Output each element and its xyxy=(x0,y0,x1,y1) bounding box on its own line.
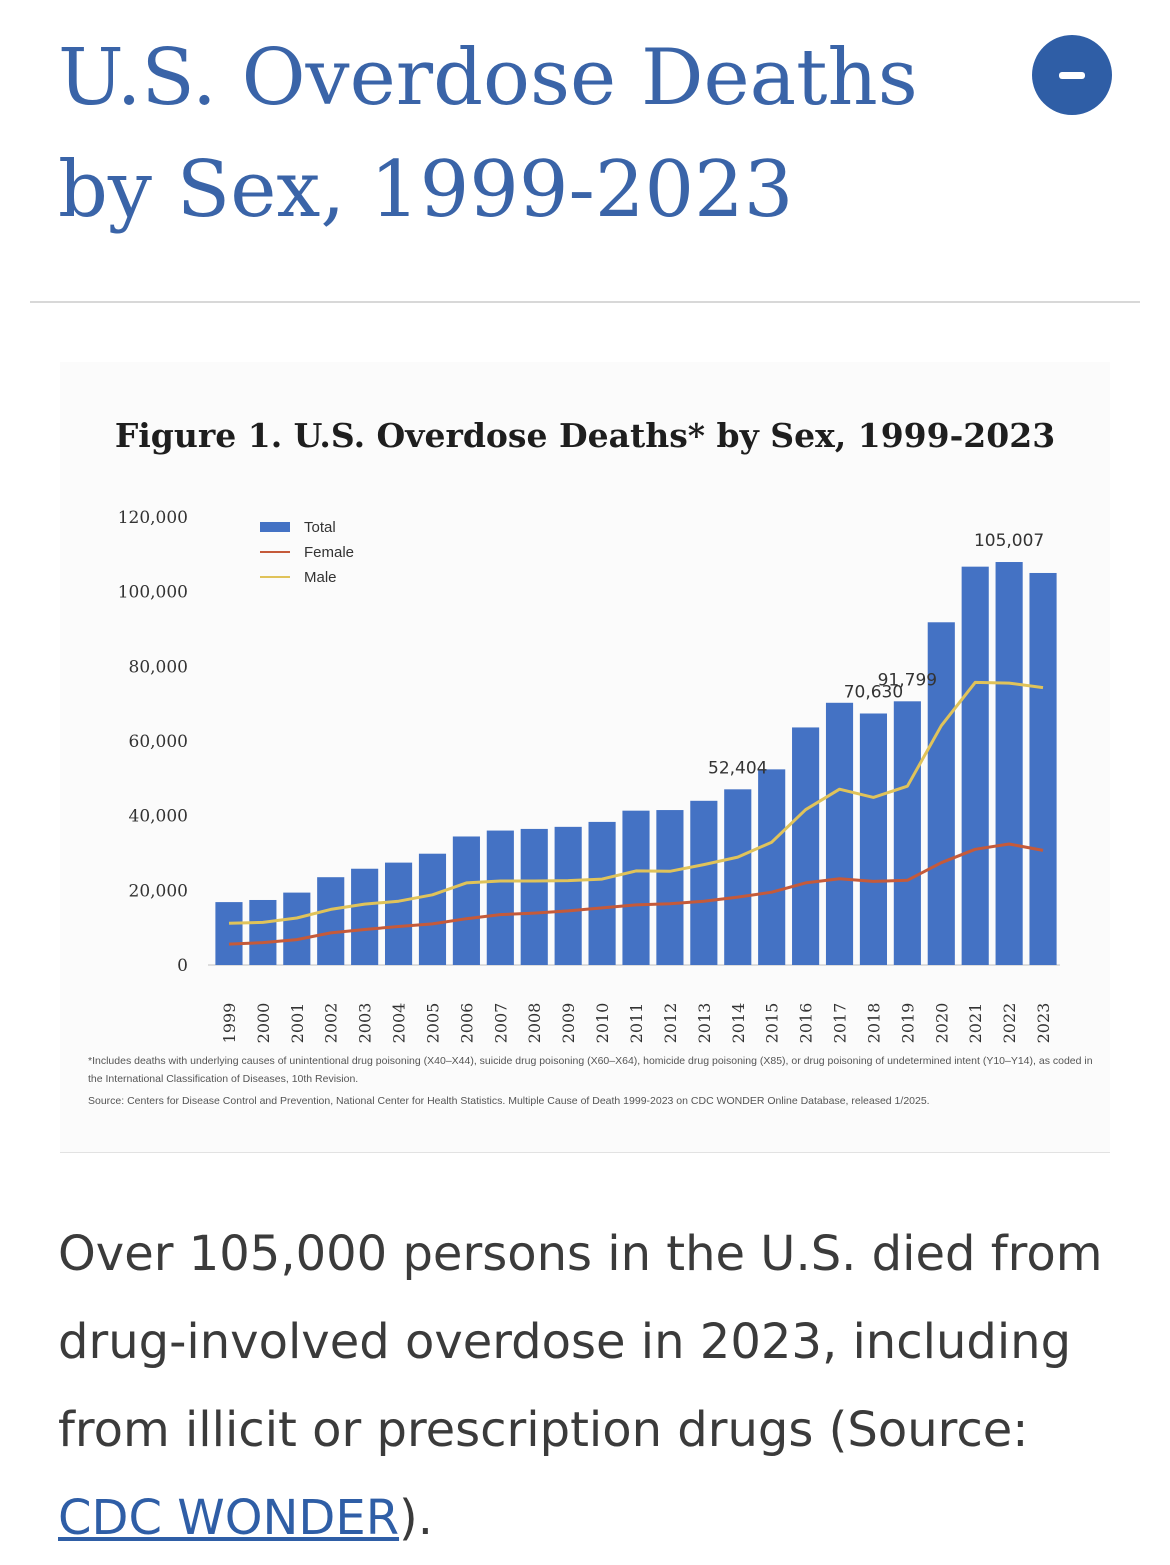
y-tick-label: 20,000 xyxy=(129,881,188,901)
bar-total-2015 xyxy=(758,769,786,965)
page-title: U.S. Overdose Deaths by Sex, 1999-2023 xyxy=(58,22,1018,246)
x-tick-label: 2023 xyxy=(1034,1003,1053,1044)
legend-label-total: Total xyxy=(304,519,336,536)
bar-total-2020 xyxy=(927,622,955,965)
x-tick-label: 2020 xyxy=(932,1003,951,1044)
x-tick-label: 2021 xyxy=(966,1003,985,1044)
bar-total-2022 xyxy=(995,562,1023,965)
bar-total-2008 xyxy=(520,828,548,965)
page-title-line2: by Sex, 1999-2023 xyxy=(58,145,794,235)
y-tick-label: 40,000 xyxy=(129,807,188,827)
bar-total-2004 xyxy=(384,862,413,965)
bar-total-2021 xyxy=(961,566,989,965)
bar-total-2011 xyxy=(622,810,650,965)
y-tick-label: 0 xyxy=(177,956,188,976)
legend-label-female: Female xyxy=(304,544,354,561)
figure-card: 0 20,000 40,000 60,000 80,000 100,000 120,000 1… xyxy=(60,362,1110,1152)
x-tick-label: 2018 xyxy=(864,1003,883,1044)
bar-total-2003 xyxy=(351,868,379,965)
bar-total-2017 xyxy=(825,702,854,965)
bar-total-2016 xyxy=(792,727,820,965)
page-title-line1: U.S. Overdose Deaths xyxy=(58,33,918,123)
line-male xyxy=(228,680,1044,925)
x-tick-label: 2017 xyxy=(831,1003,850,1044)
x-tick-label: 2019 xyxy=(898,1003,917,1044)
y-tick-label: 80,000 xyxy=(129,657,188,677)
body-paragraph: Over 105,000 persons in the U.S. died fr… xyxy=(58,1210,1118,1562)
bar-total-1999 xyxy=(215,902,243,965)
x-tick-label: 2014 xyxy=(729,1003,748,1044)
figure-title: Figure 1. U.S. Overdose Deaths* by Sex, … xyxy=(114,416,1056,455)
data-label: 70,630 xyxy=(844,682,903,702)
x-tick-label: 2002 xyxy=(322,1003,341,1044)
legend-label-male: Male xyxy=(304,569,337,586)
bar-total-2005 xyxy=(418,853,447,965)
bar-total-2014 xyxy=(724,789,752,965)
bar-total-2019 xyxy=(893,701,921,965)
bar-total-2023 xyxy=(1029,572,1057,965)
bar-total-2018 xyxy=(859,713,888,965)
bar-total-2013 xyxy=(690,800,718,965)
x-tick-label: 2006 xyxy=(457,1003,476,1044)
bar-total-2007 xyxy=(486,830,514,965)
x-tick-label: 2013 xyxy=(695,1003,714,1044)
figure-source: Source: Centers for Disease Control and … xyxy=(88,1095,930,1107)
x-tick-label: 2001 xyxy=(288,1003,307,1044)
x-tick-label: 2007 xyxy=(491,1003,510,1044)
collapse-button[interactable] xyxy=(1032,35,1112,115)
x-tick-label: 2000 xyxy=(254,1003,273,1044)
minus-circle-icon xyxy=(1059,72,1085,79)
bar-total-2012 xyxy=(656,810,684,965)
figure-notes: *Includes deaths with underlying causes … xyxy=(88,1052,1098,1114)
x-tick-label: 2015 xyxy=(763,1003,782,1044)
x-tick-label: 2022 xyxy=(1000,1003,1019,1044)
x-tick-label: 1999 xyxy=(220,1003,239,1044)
overdose-chart: 0 20,000 40,000 60,000 80,000 100,000 120,000 1… xyxy=(118,508,1060,1044)
legend-swatch-total xyxy=(260,522,290,532)
figure-footnote: *Includes deaths with underlying causes … xyxy=(88,1055,1093,1085)
y-tick-label: 60,000 xyxy=(129,732,188,752)
x-tick-label: 2016 xyxy=(797,1003,816,1044)
bar-total-2001 xyxy=(283,892,311,965)
x-tick-label: 2008 xyxy=(525,1003,544,1044)
x-tick-label: 2011 xyxy=(627,1003,646,1044)
x-tick-label: 2003 xyxy=(356,1003,375,1044)
bar-total-2010 xyxy=(588,821,616,965)
data-label: 52,404 xyxy=(708,758,767,778)
bar-total-2006 xyxy=(452,836,480,965)
section-divider xyxy=(30,301,1140,303)
x-tick-label: 2010 xyxy=(593,1003,612,1044)
data-label: 105,007 xyxy=(974,531,1044,551)
body-text-before-link: Over 105,000 persons in the U.S. died fr… xyxy=(58,1226,1103,1458)
x-tick-label: 2004 xyxy=(390,1003,409,1044)
body-text-after-link: ). xyxy=(399,1490,434,1546)
y-tick-label: 120,000 xyxy=(118,508,188,528)
page-header: U.S. Overdose Deaths by Sex, 1999-2023 xyxy=(58,22,1018,246)
bar-total-2009 xyxy=(554,826,582,965)
line-female xyxy=(228,842,1044,946)
cdc-wonder-link[interactable]: CDC WONDER xyxy=(58,1490,400,1546)
x-tick-label: 2005 xyxy=(423,1003,442,1044)
data-label: 91,799 xyxy=(878,670,937,690)
figure-divider xyxy=(60,1152,1110,1153)
x-tick-label: 2009 xyxy=(559,1003,578,1044)
bar-total-2002 xyxy=(317,877,345,965)
bar-total-2000 xyxy=(249,899,277,965)
x-tick-label: 2012 xyxy=(661,1003,680,1044)
y-tick-label: 100,000 xyxy=(118,583,188,603)
